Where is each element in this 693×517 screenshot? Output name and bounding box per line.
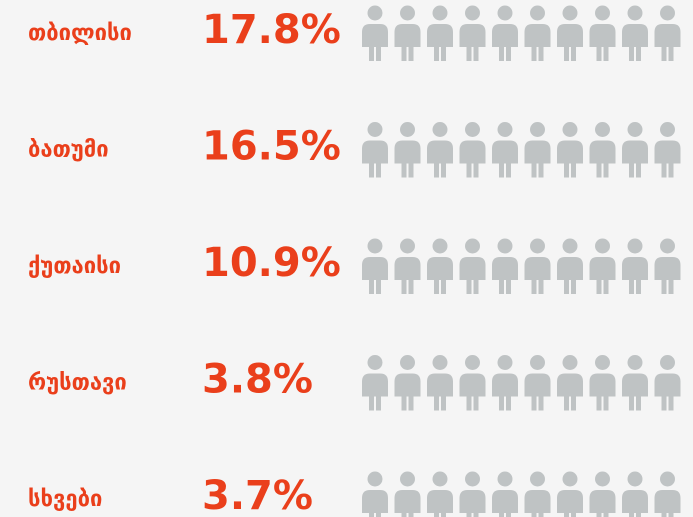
value-label: 3.7% [202, 473, 313, 517]
category-label: თბილისი [28, 21, 132, 46]
category-label: ბათუმი [28, 138, 109, 163]
value-label: 3.8% [202, 357, 313, 403]
category-label: რუსთავი [28, 371, 127, 396]
category-label: სხვები [28, 487, 102, 512]
value-label: 17.8% [202, 7, 341, 53]
icon-row [362, 355, 681, 411]
value-label: 16.5% [202, 124, 341, 170]
category-label: ქუთაისი [28, 254, 121, 279]
value-label: 10.9% [202, 240, 341, 286]
icon-row [362, 471, 681, 517]
